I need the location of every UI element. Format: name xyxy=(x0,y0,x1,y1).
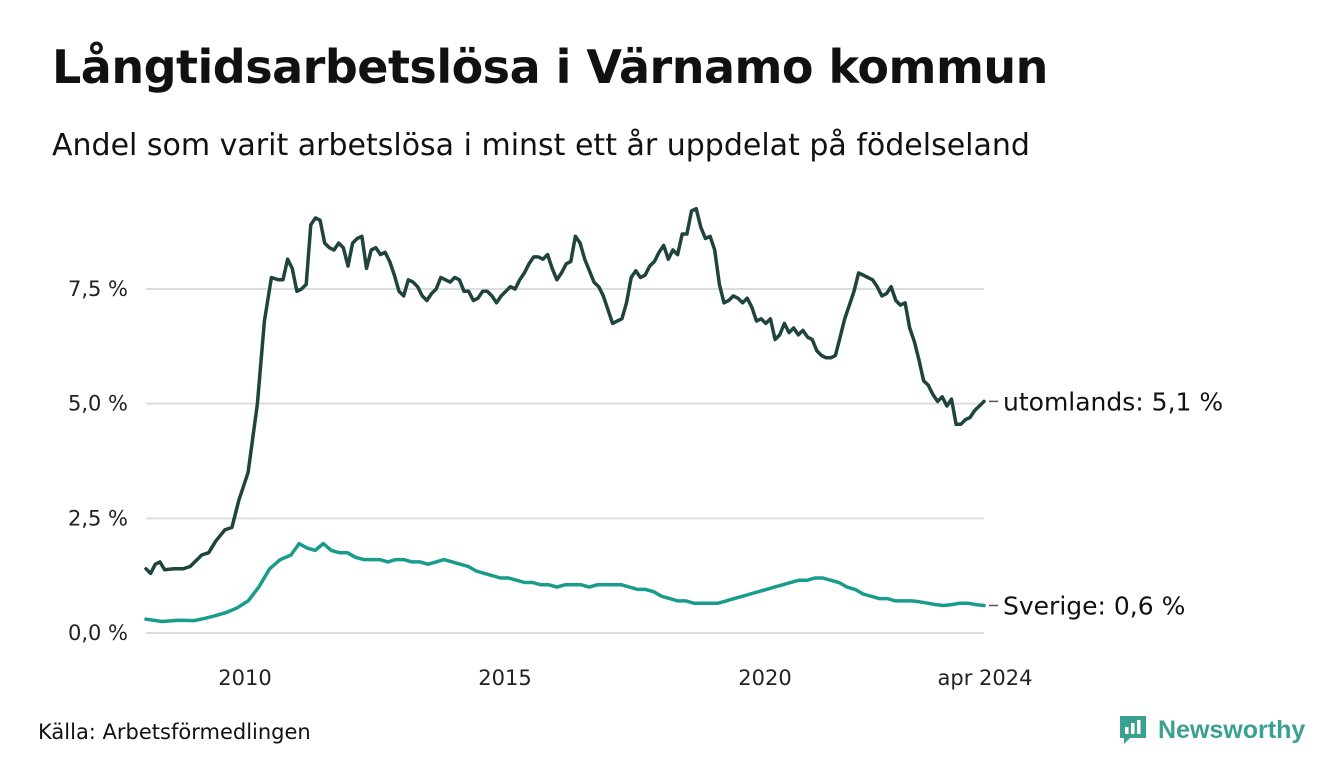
chart-subtitle: Andel som varit arbetslösa i minst ett å… xyxy=(52,128,1030,163)
series-line-utomlands xyxy=(144,206,986,576)
end-label-sverige: Sverige: 0,6 % xyxy=(1003,591,1185,620)
gridlines xyxy=(146,288,984,634)
y-tick-label: 2,5 % xyxy=(68,506,128,530)
brand-logo: Newsworthy xyxy=(1118,714,1305,746)
y-tick-label: 7,5 % xyxy=(68,277,128,301)
x-tick-label: 2010 xyxy=(218,666,271,690)
series-end-labels: utomlands: 5,1 % Sverige: 0,6 % xyxy=(989,387,1223,620)
y-tick-label: 5,0 % xyxy=(68,392,128,416)
series-lines xyxy=(144,206,986,624)
x-axis-ticks: 2010 2015 2020 apr 2024 xyxy=(218,666,1032,690)
newsworthy-logo-icon xyxy=(1120,716,1146,744)
chart-title: Långtidsarbetslösa i Värnamo kommun xyxy=(52,40,1048,94)
end-label-utomlands: utomlands: 5,1 % xyxy=(1003,387,1223,416)
series-line-sverige xyxy=(144,541,986,624)
brand-name: Newsworthy xyxy=(1158,715,1306,744)
source-note: Källa: Arbetsförmedlingen xyxy=(38,720,311,744)
y-tick-label: 0,0 % xyxy=(68,621,128,645)
x-tick-label: apr 2024 xyxy=(938,666,1033,690)
y-axis-ticks: 0,0 % 2,5 % 5,0 % 7,5 % xyxy=(68,277,128,645)
x-tick-label: 2020 xyxy=(738,666,791,690)
x-tick-label: 2015 xyxy=(478,666,531,690)
